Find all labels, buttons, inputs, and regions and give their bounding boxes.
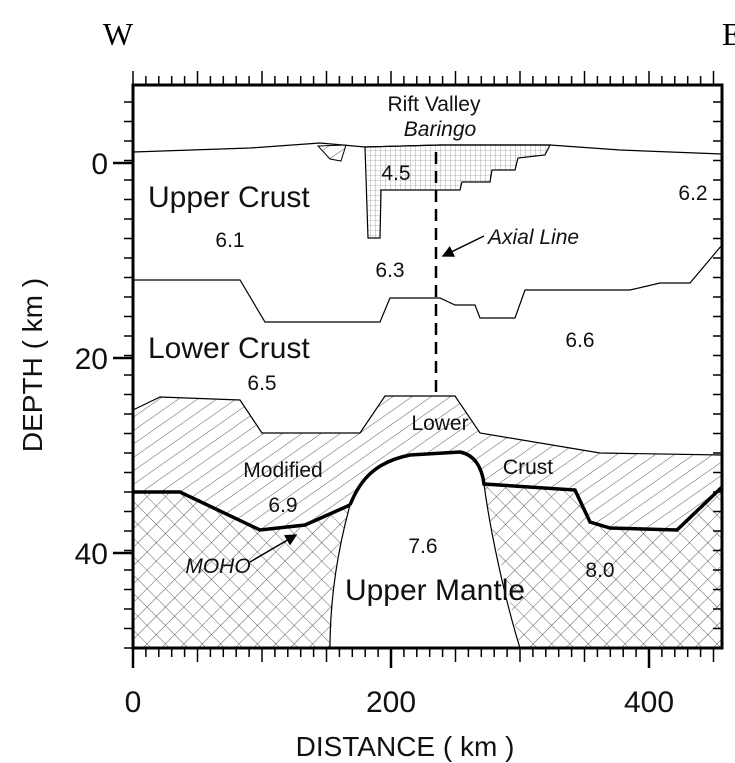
label: 8.0 [585,559,614,582]
label: Lower [411,412,468,435]
label: Baringo [404,118,477,141]
label: 6.3 [375,259,404,282]
label: Upper Crust [148,181,310,214]
label: 6.2 [678,182,707,205]
label: Crust [503,456,553,479]
label: 6.5 [247,372,276,395]
label: Axial Line [486,226,579,249]
axial-arrow [443,236,484,256]
y-tick-label: 40 [75,538,108,571]
wedge [318,145,346,161]
x-tick-label: 0 [125,686,142,719]
y-tick-label: 20 [75,343,108,376]
label: 4.5 [381,162,410,185]
x-axis-title: DISTANCE ( km ) [296,731,515,762]
label: Modified [243,459,322,482]
x-tick-label: 200 [366,686,416,719]
x-tick-label: 400 [624,686,674,719]
label: Rift Valley [388,93,481,116]
crust-boundary [133,245,722,322]
cross-section: W E Rift Valley Baringo 4.5 Upper Crust … [0,0,735,763]
sediment [365,145,550,238]
label: Lower Crust [148,332,310,365]
east-label: E [722,16,735,52]
west-label: W [103,16,134,52]
label: Upper Mantle [345,574,525,607]
y-axis-title: DEPTH ( km ) [17,278,48,452]
label: MOHO [185,555,250,578]
y-tick-label: 0 [91,148,108,181]
label: 6.9 [268,494,297,517]
label: 6.1 [215,229,244,252]
label: 6.6 [565,329,594,352]
label: 7.6 [408,535,437,558]
